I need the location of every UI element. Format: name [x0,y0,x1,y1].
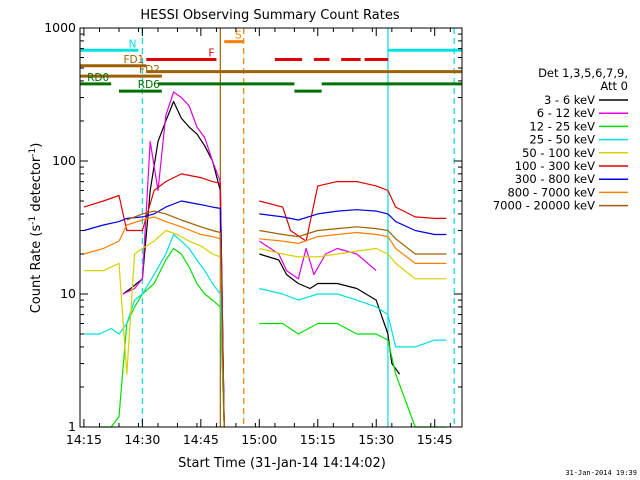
y-tick-label: 10 [60,286,76,301]
legend-item-label: 7000 - 20000 keV [493,199,595,213]
legend-title: Att 0 [600,79,628,93]
series-line-6 [83,200,447,428]
legend-item-label: 300 - 800 keV [515,172,595,186]
series-line-2 [99,247,447,428]
x-tick-label: 15:30 [358,432,394,447]
y-axis-label: Count Rate (s-1 detector-1) [28,143,44,314]
y-tick-label: 100 [52,153,76,168]
legend-item-label: 100 - 300 keV [515,159,595,173]
x-tick-label: 15:15 [300,432,336,447]
y-axis: 1 10 100 1000 [44,20,462,434]
legend-item-label: 25 - 50 keV [529,133,595,147]
legend-item-label: 12 - 25 keV [529,119,595,133]
flag-label-rd0: RD0 [87,72,109,84]
series-line-7 [83,216,447,428]
legend-item-label: 6 - 12 keV [537,106,595,120]
flag-label-s: S [235,30,242,42]
x-axis: 14:15 14:30 14:45 15:00 15:15 15:30 15:45 [66,28,453,447]
series-line-3 [83,233,447,428]
x-axis-label: Start Time (31-Jan-14 14:14:02) [178,456,386,471]
flag-label-n: N [129,38,137,50]
x-tick-label: 14:30 [124,432,160,447]
series-line-5 [83,173,447,428]
legend-title: Det 1,3,5,6,7,9, [538,66,628,80]
legend-item-label: 800 - 7000 keV [507,185,595,199]
series-line-4 [83,229,447,428]
x-tick-label: 14:45 [183,432,219,447]
flag-label-fd2: FD2 [139,64,160,76]
x-tick-label: 15:00 [241,432,277,447]
x-tick-label: 15:45 [417,432,453,447]
y-tick-label: 1000 [44,20,76,35]
flag-label-rd6: RD6 [138,79,160,91]
flag-label-f: F [208,47,214,59]
series-line-8 [126,210,447,428]
x-tick-label: 14:15 [66,432,102,447]
legend-item-label: 3 - 6 keV [544,93,595,107]
chart-title: HESSI Observing Summary Count Rates [140,8,399,23]
plot-frame [79,27,463,428]
series-line-0 [122,100,401,428]
y-tick-label: 1 [68,419,76,434]
legend-item-label: 50 - 100 keV [522,146,595,160]
series-line-1 [122,91,377,428]
timestamp: 31-Jan-2014 19:39 [565,469,637,477]
flag-label-fd1: FD1 [123,54,144,66]
